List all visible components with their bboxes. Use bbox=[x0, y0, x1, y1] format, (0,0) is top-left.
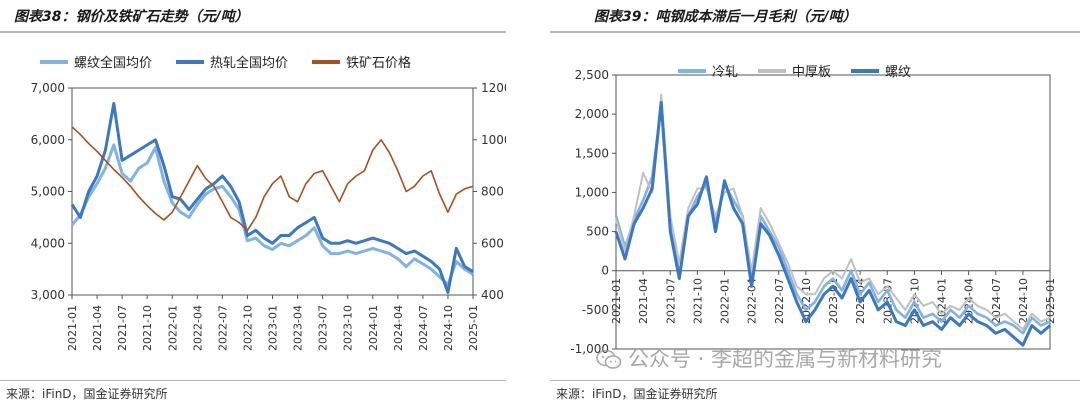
left-y2-tick-label: 400 bbox=[481, 288, 504, 302]
right-x-tick-label: 2021-01 bbox=[610, 278, 623, 324]
right-x-tick-label: 2022-07 bbox=[773, 278, 786, 324]
left-x-tick-label: 2022-07 bbox=[216, 305, 229, 351]
right-legend-label-3: 螺纹 bbox=[885, 65, 911, 80]
right-legend-label-1: 冷轧 bbox=[712, 65, 738, 80]
right-x-tick-label: 2024-01 bbox=[936, 278, 949, 324]
left-x-tick-label: 2023-10 bbox=[342, 305, 355, 351]
right-chart-title: 图表39：吨钢成本滞后一月毛利（元/吨） bbox=[594, 9, 857, 25]
left-legend-label-3: 铁矿石价格 bbox=[346, 55, 411, 71]
left-y-tick-label: 5,000 bbox=[31, 185, 65, 199]
right-y-tick-label: 0 bbox=[601, 264, 609, 278]
wechat-icon bbox=[596, 349, 622, 369]
left-x-tick-label: 2025-01 bbox=[467, 305, 480, 351]
right-x-tick-label: 2024-10 bbox=[1017, 278, 1030, 324]
left-x-tick-label: 2023-07 bbox=[317, 305, 330, 351]
right-series-line-2 bbox=[615, 93, 1051, 331]
left-x-tick-label: 2024-01 bbox=[367, 305, 380, 351]
left-x-tick-label: 2021-07 bbox=[116, 305, 129, 351]
left-y2-tick-label: 1200 bbox=[481, 81, 506, 95]
left-series-line-2 bbox=[70, 102, 474, 294]
left-title-rule bbox=[0, 31, 506, 33]
left-x-tick-label: 2024-10 bbox=[442, 305, 455, 351]
right-x-tick-label: 2021-10 bbox=[691, 278, 704, 324]
right-x-tick-label: 2022-01 bbox=[719, 278, 732, 324]
left-y-tick-label: 3,000 bbox=[31, 288, 65, 302]
right-legend-label-2: 中厚板 bbox=[792, 65, 831, 80]
right-plot-frame bbox=[615, 74, 1051, 350]
left-x-tick-label: 2021-04 bbox=[91, 305, 104, 351]
left-x-tick-label: 2023-04 bbox=[292, 305, 305, 351]
left-legend-label-2: 热轧全国均价 bbox=[210, 55, 288, 71]
left-y-tick-label: 4,000 bbox=[31, 236, 65, 250]
right-x-tick-label: 2025-01 bbox=[1044, 278, 1057, 324]
right-y-tick-label: -500 bbox=[582, 303, 609, 317]
left-chart-title: 图表38：钢价及铁矿石走势（元/吨） bbox=[14, 9, 249, 25]
left-source-rule bbox=[0, 380, 506, 381]
left-x-tick-label: 2021-10 bbox=[141, 305, 154, 351]
watermark-text: 公众号 · 李超的金属与新材料研究 bbox=[628, 347, 943, 371]
right-title-rule bbox=[550, 31, 1080, 33]
right-y-tick-label: 2,000 bbox=[575, 107, 609, 121]
right-y-tick-label: 1,000 bbox=[575, 185, 609, 199]
left-plot-frame bbox=[71, 87, 474, 296]
left-y2-tick-label: 800 bbox=[481, 185, 504, 199]
right-x-tick-label: 2024-07 bbox=[990, 278, 1003, 324]
right-chart: -1,000-50005001,0001,5002,0002,5002021-0… bbox=[570, 65, 1057, 356]
left-source: 来源：iFinD，国金证券研究所 bbox=[6, 387, 168, 401]
left-x-tick-label: 2022-10 bbox=[241, 305, 254, 351]
right-series-line-3 bbox=[614, 100, 1051, 347]
left-y-tick-label: 7,000 bbox=[31, 81, 65, 95]
left-y2-tick-label: 1000 bbox=[481, 133, 506, 147]
right-source: 来源：iFinD，国金证券研究所 bbox=[556, 387, 718, 401]
right-y-tick-label: 2,500 bbox=[575, 68, 609, 82]
left-x-tick-label: 2024-07 bbox=[417, 305, 430, 351]
left-series-line-3 bbox=[71, 126, 474, 232]
right-source-rule bbox=[550, 380, 1080, 381]
right-y-tick-label: 1,500 bbox=[575, 146, 609, 160]
left-chart: 3,000 4,000 5,000 6,000 7,000 400 600 800 1000 12… bbox=[31, 55, 506, 351]
right-y-tick-label: 500 bbox=[586, 225, 609, 239]
right-x-tick-label: 2024-04 bbox=[963, 278, 976, 324]
left-x-tick-label: 2023-01 bbox=[267, 305, 280, 351]
left-x-tick-label: 2022-01 bbox=[166, 305, 179, 351]
right-x-tick-label: 2021-04 bbox=[637, 278, 650, 324]
right-x-tick-label: 2022-04 bbox=[746, 278, 759, 324]
left-legend-label-1: 螺纹全国均价 bbox=[74, 55, 152, 71]
left-x-tick-label: 2021-01 bbox=[66, 305, 79, 351]
right-x-tick-label: 2021-07 bbox=[664, 278, 677, 324]
left-x-tick-label: 2024-04 bbox=[392, 305, 405, 351]
left-x-tick-label: 2022-04 bbox=[191, 305, 204, 351]
watermark: 公众号 · 李超的金属与新材料研究 bbox=[596, 343, 942, 373]
left-y2-tick-label: 600 bbox=[481, 236, 504, 250]
left-y-tick-label: 6,000 bbox=[31, 133, 65, 147]
left-series-line-1 bbox=[70, 143, 474, 287]
